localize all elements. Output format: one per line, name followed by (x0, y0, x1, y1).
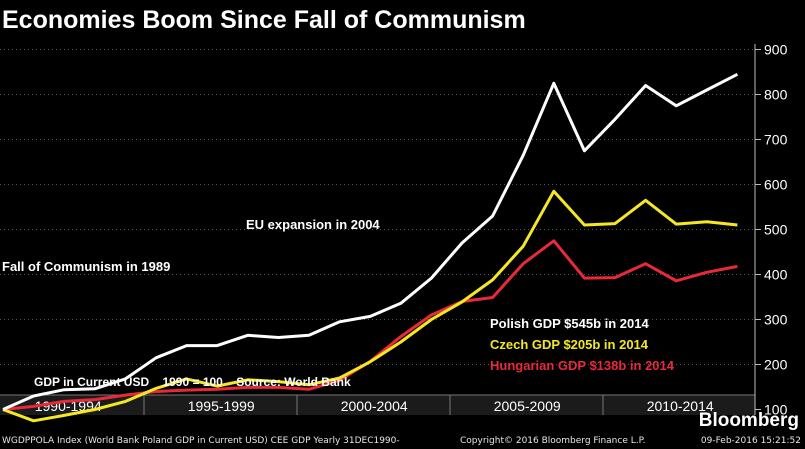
y-tick-label-500: 500 (764, 222, 788, 238)
annotation-source: GDP in Current USD 1990 = 100 Source: Wo… (34, 375, 351, 389)
legend-entry-czech: Czech GDP $205b in 2014 (490, 337, 649, 352)
x-tick-label-2010-2014: 2010-2014 (647, 398, 714, 414)
annotation-eu-expansion: EU expansion in 2004 (246, 217, 380, 232)
legend: Polish GDP $545b in 2014 Czech GDP $205b… (490, 316, 675, 373)
footer-timestamp: 09-Feb-2016 15:21:52 (700, 436, 801, 446)
series-line-polish (2, 72, 739, 411)
y-tick-label-300: 300 (764, 312, 788, 328)
footer-index-description: WGDPPOLA Index (World Bank Poland GDP in… (2, 436, 400, 446)
legend-entry-hungarian: Hungarian GDP $138b in 2014 (490, 358, 675, 373)
x-axis-band: 1990-1994 1995-1999 2000-2004 2005-2009 2010… (0, 394, 755, 415)
x-tick-label-2000-2004: 2000-2004 (341, 398, 408, 414)
annotation-communism: Fall of Communism in 1989 (2, 259, 170, 274)
series-lines (2, 72, 739, 423)
y-tick-label-900: 900 (764, 42, 788, 58)
y-tick-label-700: 700 (764, 132, 788, 148)
x-tick-label-1995-1999: 1995-1999 (188, 398, 255, 414)
x-tick-label-2005-2009: 2005-2009 (494, 398, 561, 414)
series-line-czech (2, 189, 738, 423)
x-axis-band-background (0, 395, 755, 415)
plot-background (0, 44, 805, 434)
y-tick-label-400: 400 (764, 267, 788, 283)
chart-title: Economies Boom Since Fall of Communism (0, 0, 805, 44)
y-tick-label-100: 100 (764, 402, 788, 418)
y-axis: 900 800 700 600 500 400 300 200 100 (754, 42, 788, 418)
y-tick-label-800: 800 (764, 87, 788, 103)
legend-entry-polish: Polish GDP $545b in 2014 (490, 316, 649, 331)
y-tick-label-200: 200 (764, 357, 788, 373)
footer-copyright: Copyright© 2016 Bloomberg Finance L.P. (460, 436, 646, 446)
bloomberg-logo: Bloomberg (698, 410, 799, 431)
y-tick-label-600: 600 (764, 177, 788, 193)
footer-bar: WGDPPOLA Index (World Bank Poland GDP in… (0, 434, 805, 449)
